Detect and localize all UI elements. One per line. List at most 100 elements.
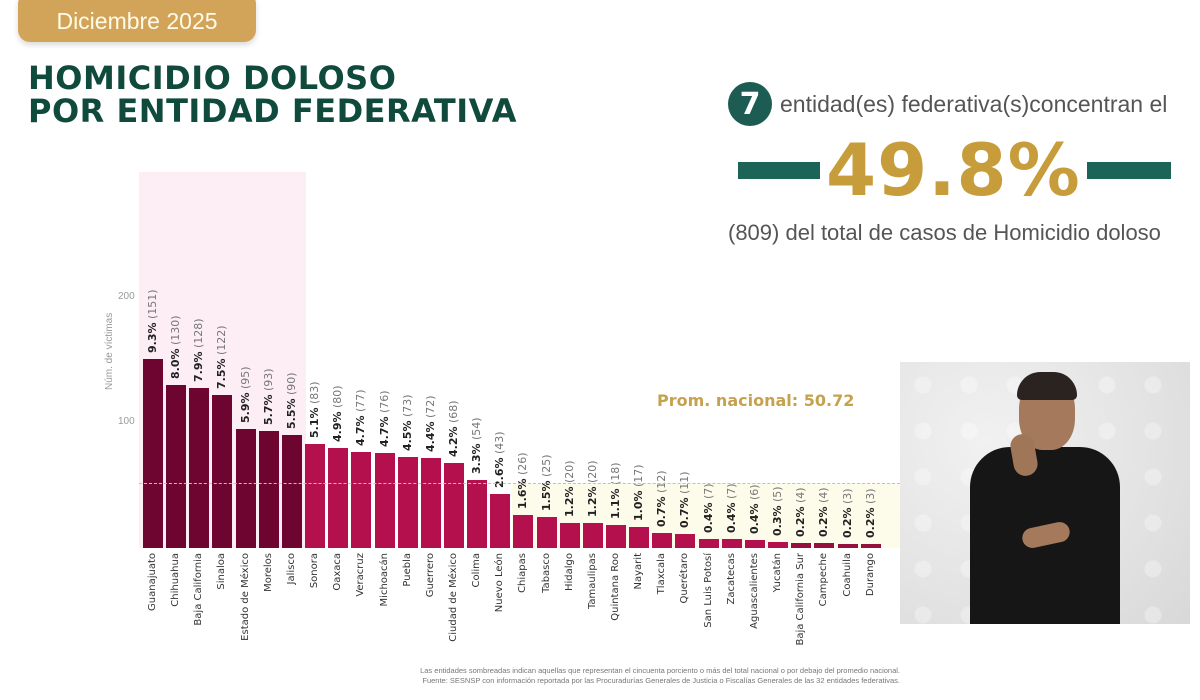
bar-oaxaca <box>328 447 349 548</box>
bar-quintana-roo <box>606 525 626 548</box>
summary-line-3: (809) del total de casos de Homicidio do… <box>728 220 1161 245</box>
bar-zacatecas <box>721 539 742 548</box>
bar-value-label: 0.2% (3) <box>840 488 854 539</box>
category-label: Campeche <box>818 553 830 607</box>
category-label: Nuevo León <box>494 553 506 613</box>
interpreter-video <box>900 362 1190 624</box>
bar-coahuila <box>837 544 858 548</box>
y-tick-100: 100 <box>118 416 135 427</box>
y-axis-label: Núm. de víctimas <box>104 312 115 390</box>
bar-michoacán <box>374 452 395 548</box>
bar-value-label: 0.7% (11) <box>678 471 692 529</box>
bar-baja-california <box>189 387 210 548</box>
bar-nuevo-león <box>490 494 511 548</box>
bar-jalisco <box>281 435 302 548</box>
bar-san-luis-potosí <box>698 539 719 548</box>
bar-value-label: 7.9% (128) <box>192 318 206 382</box>
category-label: Baja California Sur <box>795 553 807 646</box>
bar-baja-california-sur <box>791 543 812 548</box>
bar-ciudad-de-méxico <box>443 462 464 548</box>
footnote: Las entidades sombreadas indican aquella… <box>270 666 900 686</box>
bar-veracruz <box>351 451 372 548</box>
bar-chart: 200 100 Núm. de víctimas 9.3% (151) Guana… <box>104 172 900 646</box>
category-label: Morelos <box>262 553 274 592</box>
y-tick-200: 200 <box>118 291 135 302</box>
bar-value-label: 0.4% (7) <box>701 483 715 534</box>
bar-value-label: 1.2% (20) <box>562 460 576 517</box>
bar-campeche <box>814 543 835 548</box>
category-label: Querétaro <box>679 553 691 604</box>
bar-value-label: 8.0% (130) <box>169 315 183 380</box>
summary-line-1: entidad(es) federativa(s)concentran el <box>780 90 1168 117</box>
bar-querétaro <box>675 534 696 548</box>
category-label: Quintana Roo <box>610 553 621 621</box>
bar-value-label: 0.2% (4) <box>817 487 831 537</box>
category-label: Yucatán <box>772 553 784 593</box>
category-label: Michoacán <box>378 553 390 607</box>
bar-value-label: 4.2% (68) <box>446 400 460 457</box>
bar-nayarit <box>629 526 650 548</box>
category-label: Sinaloa <box>216 553 228 590</box>
category-label: Guanajuato <box>147 553 158 611</box>
category-label: Jalisco <box>285 553 297 585</box>
category-label: Veracruz <box>355 553 367 597</box>
bar-sinaloa <box>212 395 233 548</box>
bar-value-label: 0.7% (12) <box>655 470 669 527</box>
bar-aguascalientes <box>744 540 765 548</box>
bar-chihuahua <box>166 385 187 548</box>
bar-value-label: 0.2% (3) <box>863 488 877 539</box>
bar-value-label: 1.0% (17) <box>632 464 646 521</box>
bar-sonora <box>305 444 326 548</box>
category-label: Hidalgo <box>563 553 575 592</box>
category-label: Baja California <box>193 553 205 626</box>
title-line-1: HOMICIDIO DOLOSO <box>28 59 397 97</box>
bar-value-label: 5.7% (93) <box>261 368 275 426</box>
decor-dash-right <box>1086 161 1171 179</box>
concentration-percent: 49.8% <box>826 128 1081 212</box>
bar-value-label: 1.1% (18) <box>609 462 622 520</box>
bar-value-label: 5.5% (90) <box>284 372 298 430</box>
entity-count-badge: 7 <box>728 82 772 126</box>
bar-value-label: 4.7% (77) <box>354 388 368 446</box>
category-label: Sonora <box>309 553 321 589</box>
bar-hidalgo <box>559 522 580 548</box>
category-label: Tabasco <box>540 553 552 593</box>
bar-value-label: 4.7% (76) <box>377 390 391 447</box>
category-label: Ciudad de México <box>447 553 459 642</box>
bar-colima <box>467 480 488 548</box>
bar-value-label: 3.3% (54) <box>470 417 484 475</box>
bar-value-label: 1.6% (26) <box>516 452 530 510</box>
bar-estado-de-méxico <box>235 428 256 548</box>
category-label: Nayarit <box>633 553 645 590</box>
bar-guerrero <box>420 457 441 548</box>
title-line-2: POR ENTIDAD FEDERATIVA <box>28 92 517 130</box>
category-label: Tamaulipas <box>586 553 598 610</box>
bar-value-label: 4.9% (80) <box>331 385 345 442</box>
category-label: Puebla <box>401 553 413 587</box>
category-label: Zacatecas <box>725 553 737 605</box>
category-label: Aguascalientes <box>748 553 760 629</box>
date-badge: Diciembre 2025 <box>18 0 256 42</box>
page-title: HOMICIDIO DOLOSO POR ENTIDAD FEDERATIVA <box>28 62 517 128</box>
bar-value-label: 2.6% (43) <box>493 431 507 489</box>
bar-tabasco <box>536 516 557 548</box>
category-label: Coahuila <box>841 553 853 597</box>
bar-value-label: 0.4% (7) <box>724 483 738 534</box>
bar-value-label: 4.5% (73) <box>400 393 414 451</box>
bar-value-label: 1.2% (20) <box>585 460 599 517</box>
footnote-line-2: Fuente: SESNSP con información reportada… <box>422 676 900 685</box>
bar-morelos <box>258 431 279 548</box>
average-line <box>139 483 900 484</box>
bar-value-label: 7.5% (122) <box>215 325 229 390</box>
bar-value-label: 9.3% (151) <box>146 289 159 353</box>
bar-tlaxcala <box>652 532 673 548</box>
category-label: Durango <box>864 553 876 597</box>
bar-durango <box>860 544 881 548</box>
interpreter-hair <box>1017 372 1077 400</box>
bar-value-label: 0.2% (4) <box>794 487 808 537</box>
category-label: Tlaxcala <box>656 553 668 595</box>
footnote-line-1: Las entidades sombreadas indican aquella… <box>420 666 900 675</box>
bar-value-label: 5.1% (83) <box>308 381 322 438</box>
bar-value-label: 0.4% (6) <box>747 484 761 535</box>
bar-puebla <box>397 456 418 548</box>
